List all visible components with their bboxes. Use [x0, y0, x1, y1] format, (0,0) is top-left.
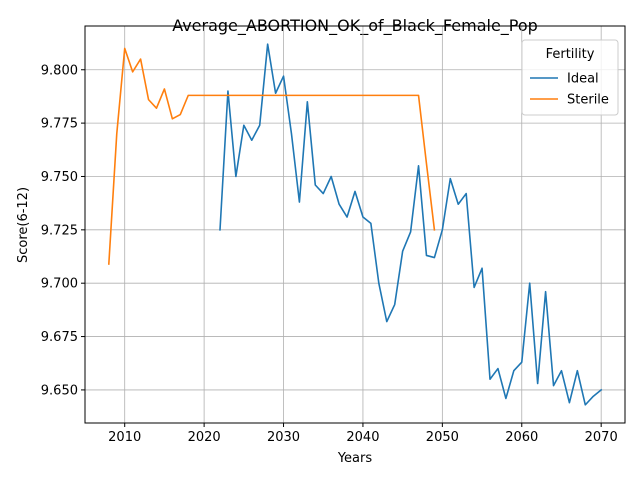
x-axis-label: Years — [337, 451, 373, 466]
y-tick-label: 9.675 — [41, 330, 78, 345]
series-line-sterile — [107, 47, 436, 265]
legend-box — [521, 39, 619, 116]
x-axis: 2010 2020 2030 2040 2050 2060 2070 — [108, 423, 618, 445]
x-tick-label: 2030 — [267, 430, 300, 445]
series-line-ideal — [219, 43, 603, 406]
y-tick-label: 9.800 — [41, 63, 78, 78]
x-tick-label: 2060 — [505, 430, 538, 445]
y-tick-label: 9.750 — [41, 170, 78, 185]
x-tick-label: 2040 — [346, 430, 379, 445]
x-tick-label: 2070 — [585, 430, 618, 445]
plot-area-frame — [84, 25, 626, 424]
y-axis: 9.650 9.675 9.700 9.725 9.750 9.775 9.800 — [41, 63, 85, 398]
x-tick-label: 2020 — [188, 430, 221, 445]
x-tick-label: 2050 — [426, 430, 459, 445]
legend-label-ideal: Ideal — [567, 72, 599, 87]
grid-lines — [85, 26, 625, 423]
series-lines — [107, 43, 603, 406]
legend-title: Fertility — [546, 47, 595, 62]
y-tick-label: 9.700 — [41, 277, 78, 292]
legend-label-sterile: Sterile — [567, 93, 609, 108]
y-tick-label: 9.725 — [41, 223, 78, 238]
x-tick-label: 2010 — [108, 430, 141, 445]
y-tick-label: 9.650 — [41, 383, 78, 398]
y-tick-label: 9.775 — [41, 117, 78, 132]
legend: Fertility Ideal Sterile — [521, 39, 619, 116]
y-axis-label: Score(6-12) — [16, 187, 31, 263]
